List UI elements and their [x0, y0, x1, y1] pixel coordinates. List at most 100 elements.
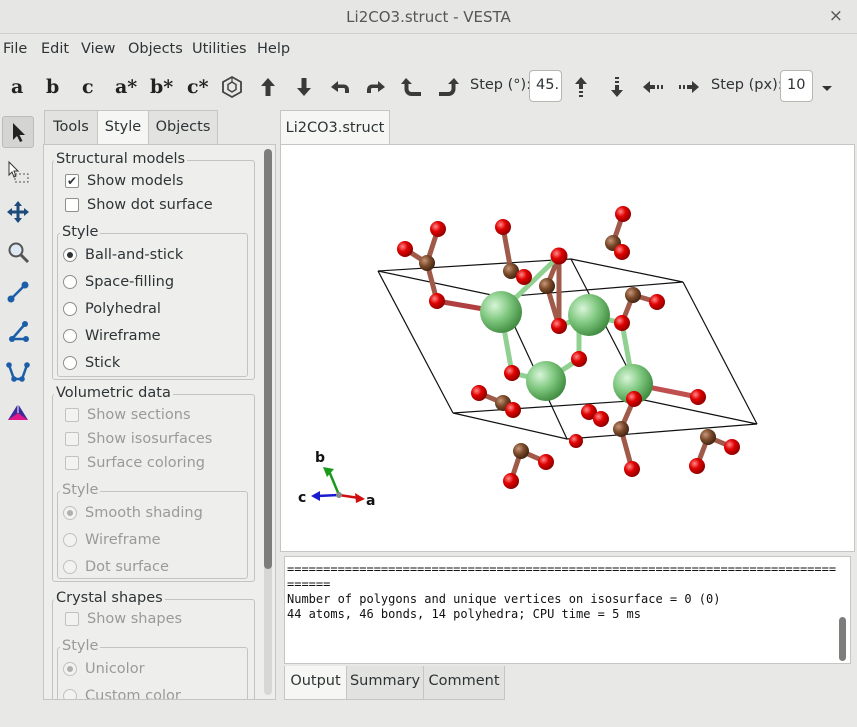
close-icon[interactable]: × — [828, 6, 843, 26]
volumetric-style-group — [57, 491, 248, 579]
show-models-checkbox[interactable]: ✔ Show models — [65, 173, 183, 189]
checkmark-icon: ✔ — [65, 174, 79, 188]
view-along-a-star-button[interactable]: a* — [115, 76, 138, 98]
stick-label: Stick — [85, 355, 121, 371]
checkbox-box — [65, 198, 79, 212]
translate-up-icon[interactable] — [569, 75, 593, 99]
style-panel: Structural models ✔ Show models Show dot … — [43, 144, 276, 700]
view-along-c-button[interactable]: c — [82, 76, 94, 98]
tab-objects[interactable]: Objects — [148, 110, 218, 144]
show-isosurfaces-label: Show isosurfaces — [87, 431, 213, 447]
style-stick-radio[interactable]: Stick — [63, 355, 120, 371]
chevron-down-icon[interactable] — [817, 78, 837, 98]
rotate-ccw-icon[interactable] — [400, 75, 424, 99]
menu-file[interactable]: File — [3, 41, 28, 57]
style-space-filling-radio[interactable]: Space-filling — [63, 274, 174, 290]
view-along-b-star-button[interactable]: b* — [150, 76, 174, 98]
smooth-shading-label: Smooth shading — [85, 505, 203, 521]
crystal-style-group — [57, 647, 248, 699]
menu-utilities[interactable]: Utilities — [192, 41, 247, 57]
custom-color-label: Custom color — [85, 688, 181, 700]
select-arrow-icon[interactable] — [2, 116, 34, 148]
toolbar: a b c a* b* c* Step (°): 45. — [0, 66, 857, 108]
smooth-shading-radio[interactable]: Smooth shading — [63, 505, 203, 521]
structure-viewer[interactable]: b a c — [280, 144, 855, 552]
show-isosurfaces-checkbox[interactable]: Show isosurfaces — [65, 431, 212, 447]
surface-coloring-checkbox[interactable]: Surface coloring — [65, 455, 205, 471]
axis-label-c: c — [298, 490, 306, 506]
select-region-icon[interactable] — [2, 156, 34, 188]
show-sections-checkbox[interactable]: Show sections — [65, 407, 191, 423]
view-along-c-star-button[interactable]: c* — [187, 76, 209, 98]
dot-surface-radio[interactable]: Dot surface — [63, 559, 169, 575]
crystal-style-title: Style — [60, 638, 101, 654]
output-line: 44 atoms, 46 bonds, 14 polyhedra; CPU ti… — [287, 607, 642, 621]
view-along-b-button[interactable]: b — [46, 76, 60, 98]
tab-tools[interactable]: Tools — [44, 110, 98, 144]
document-tab[interactable]: Li2CO3.struct — [280, 110, 390, 145]
menu-edit[interactable]: Edit — [41, 41, 70, 57]
step-px-label: Step (px): — [711, 77, 783, 93]
style-polyhedral-radio[interactable]: Polyhedral — [63, 301, 161, 317]
crystal-structure-render: b a c — [298, 206, 758, 509]
menu-bar: File Edit View Objects Utilities Help — [0, 36, 857, 64]
bonds — [402, 211, 735, 484]
distance-icon[interactable] — [2, 276, 34, 308]
panel-scrollbar-thumb[interactable] — [264, 149, 272, 569]
show-shapes-label: Show shapes — [87, 611, 183, 627]
translate-left-icon[interactable] — [641, 75, 665, 99]
volumetric-data-title: Volumetric data — [54, 385, 173, 401]
atoms — [397, 206, 740, 489]
magnify-icon[interactable] — [2, 236, 34, 268]
menu-objects[interactable]: Objects — [128, 41, 183, 57]
unicolor-label: Unicolor — [85, 661, 145, 677]
crystal-shapes-title: Crystal shapes — [54, 590, 165, 606]
show-sections-label: Show sections — [87, 407, 191, 423]
window-title: Li2CO3.struct - VESTA — [346, 8, 511, 26]
show-dot-surface-checkbox[interactable]: Show dot surface — [65, 197, 213, 213]
output-line: ====== — [287, 577, 331, 591]
output-line: Number of polygons and unique vertices o… — [287, 592, 721, 606]
axis-triad — [311, 467, 365, 503]
menu-help[interactable]: Help — [257, 41, 291, 57]
menu-view[interactable]: View — [81, 41, 116, 57]
show-dot-surface-label: Show dot surface — [87, 197, 213, 213]
step-px-input[interactable]: 10 — [780, 70, 813, 102]
angle-icon[interactable] — [2, 316, 34, 348]
model-style-group — [57, 233, 248, 377]
title-bar: Li2CO3.struct - VESTA × — [0, 0, 857, 34]
translate-right-icon[interactable] — [677, 75, 701, 99]
vol-wireframe-radio[interactable]: Wireframe — [63, 532, 161, 548]
style-ball-and-stick-radio[interactable]: Ball-and-stick — [63, 247, 183, 263]
tab-comment[interactable]: Comment — [423, 666, 505, 700]
standard-orientation-icon[interactable] — [220, 75, 244, 99]
custom-color-radio[interactable]: Custom color — [63, 688, 181, 700]
show-models-label: Show models — [87, 173, 184, 189]
surface-coloring-label: Surface coloring — [87, 455, 205, 471]
custom-tool-icon[interactable] — [2, 396, 34, 428]
rotate-cw-icon[interactable] — [436, 75, 460, 99]
output-log[interactable]: ========================================… — [284, 556, 851, 664]
ball-and-stick-label: Ball-and-stick — [85, 247, 184, 263]
vol-wireframe-label: Wireframe — [85, 532, 161, 548]
style-wireframe-radio[interactable]: Wireframe — [63, 328, 161, 344]
tab-style[interactable]: Style — [97, 110, 149, 144]
output-scrollbar-thumb[interactable] — [839, 617, 846, 661]
show-shapes-checkbox[interactable]: Show shapes — [65, 611, 182, 627]
rotate-down-icon[interactable] — [292, 75, 316, 99]
rotate-right-icon[interactable] — [364, 75, 388, 99]
dot-surface-label: Dot surface — [85, 559, 169, 575]
step-deg-input[interactable]: 45. — [529, 70, 562, 102]
rotate-up-icon[interactable] — [256, 75, 280, 99]
tab-summary[interactable]: Summary — [346, 666, 424, 700]
dihedral-icon[interactable] — [2, 356, 34, 388]
model-style-title: Style — [60, 224, 101, 240]
translate-icon[interactable] — [2, 196, 34, 228]
structural-models-title: Structural models — [54, 151, 188, 167]
rotate-left-icon[interactable] — [328, 75, 352, 99]
tab-output[interactable]: Output — [284, 666, 347, 700]
space-filling-label: Space-filling — [85, 274, 175, 290]
translate-down-icon[interactable] — [605, 75, 629, 99]
unicolor-radio[interactable]: Unicolor — [63, 661, 145, 677]
view-along-a-button[interactable]: a — [11, 76, 24, 98]
